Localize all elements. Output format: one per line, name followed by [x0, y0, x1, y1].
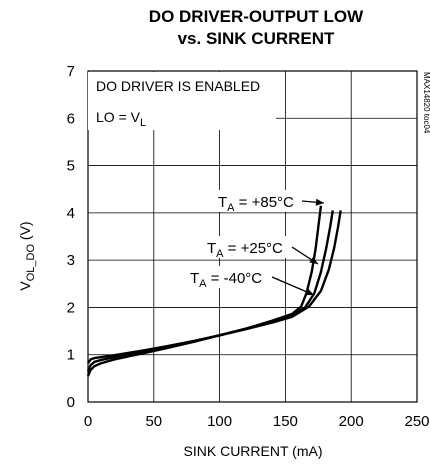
annotation-line2-main: LO = V: [96, 109, 141, 125]
annotation-line1: DO DRIVER IS ENABLED: [96, 78, 260, 94]
y-tick-labels: 0 1 2 3 4 5 6 7: [67, 63, 75, 411]
x-tick-label: 250: [404, 413, 429, 430]
series-label-minus40: TA = -40°C: [190, 270, 262, 290]
arrow-minus40c-head: [305, 288, 314, 296]
annotation-background: [88, 72, 276, 130]
y-tick-label: 7: [67, 63, 75, 80]
series-label-bg-m40: [186, 266, 270, 288]
plot-frame: [87, 70, 418, 403]
y-tick-label: 6: [67, 110, 75, 127]
series-line-25c: [86, 210, 334, 372]
x-tick-label: 150: [273, 413, 298, 430]
series-line-minus40c: [87, 210, 342, 364]
y-tick-label: 3: [67, 252, 75, 269]
series-label-bg-25: [203, 236, 291, 258]
x-tick-label: 100: [207, 413, 232, 430]
series-label-bg-85: [214, 190, 302, 212]
x-tick-label: 50: [145, 413, 162, 430]
y-tick-label: 4: [67, 205, 75, 222]
chart-subtitle: vs. SINK CURRENT: [178, 29, 335, 48]
series-arrows: [271, 198, 325, 296]
series-lines: [86, 205, 342, 377]
arrow-25c-head: [309, 256, 318, 264]
x-tick-labels: 0 50 100 150 200 250: [84, 413, 430, 430]
y-tick-label: 0: [67, 394, 75, 411]
x-tick-label: 200: [339, 413, 364, 430]
series-label-85: TA = +85°C: [218, 194, 294, 214]
annotation-line2: LO = VL: [96, 109, 146, 129]
y-tick-label: 5: [67, 158, 75, 175]
arrow-85c-head: [315, 198, 324, 206]
chart-title: DO DRIVER-OUTPUT LOW: [149, 7, 364, 26]
y-tick-label: 2: [67, 299, 75, 316]
x-axis-label: SINK CURRENT (mA): [184, 443, 323, 459]
x-tick-label: 0: [84, 413, 92, 430]
series-line-85c: [86, 205, 323, 377]
watermark: MAX14820 toc04: [422, 72, 430, 134]
y-tick-label: 1: [67, 347, 75, 364]
series-label-25: TA = +25°C: [207, 240, 283, 260]
y-axis-label: VOL_DO (V): [17, 221, 37, 290]
annotation-line2-sub: L: [140, 117, 146, 129]
